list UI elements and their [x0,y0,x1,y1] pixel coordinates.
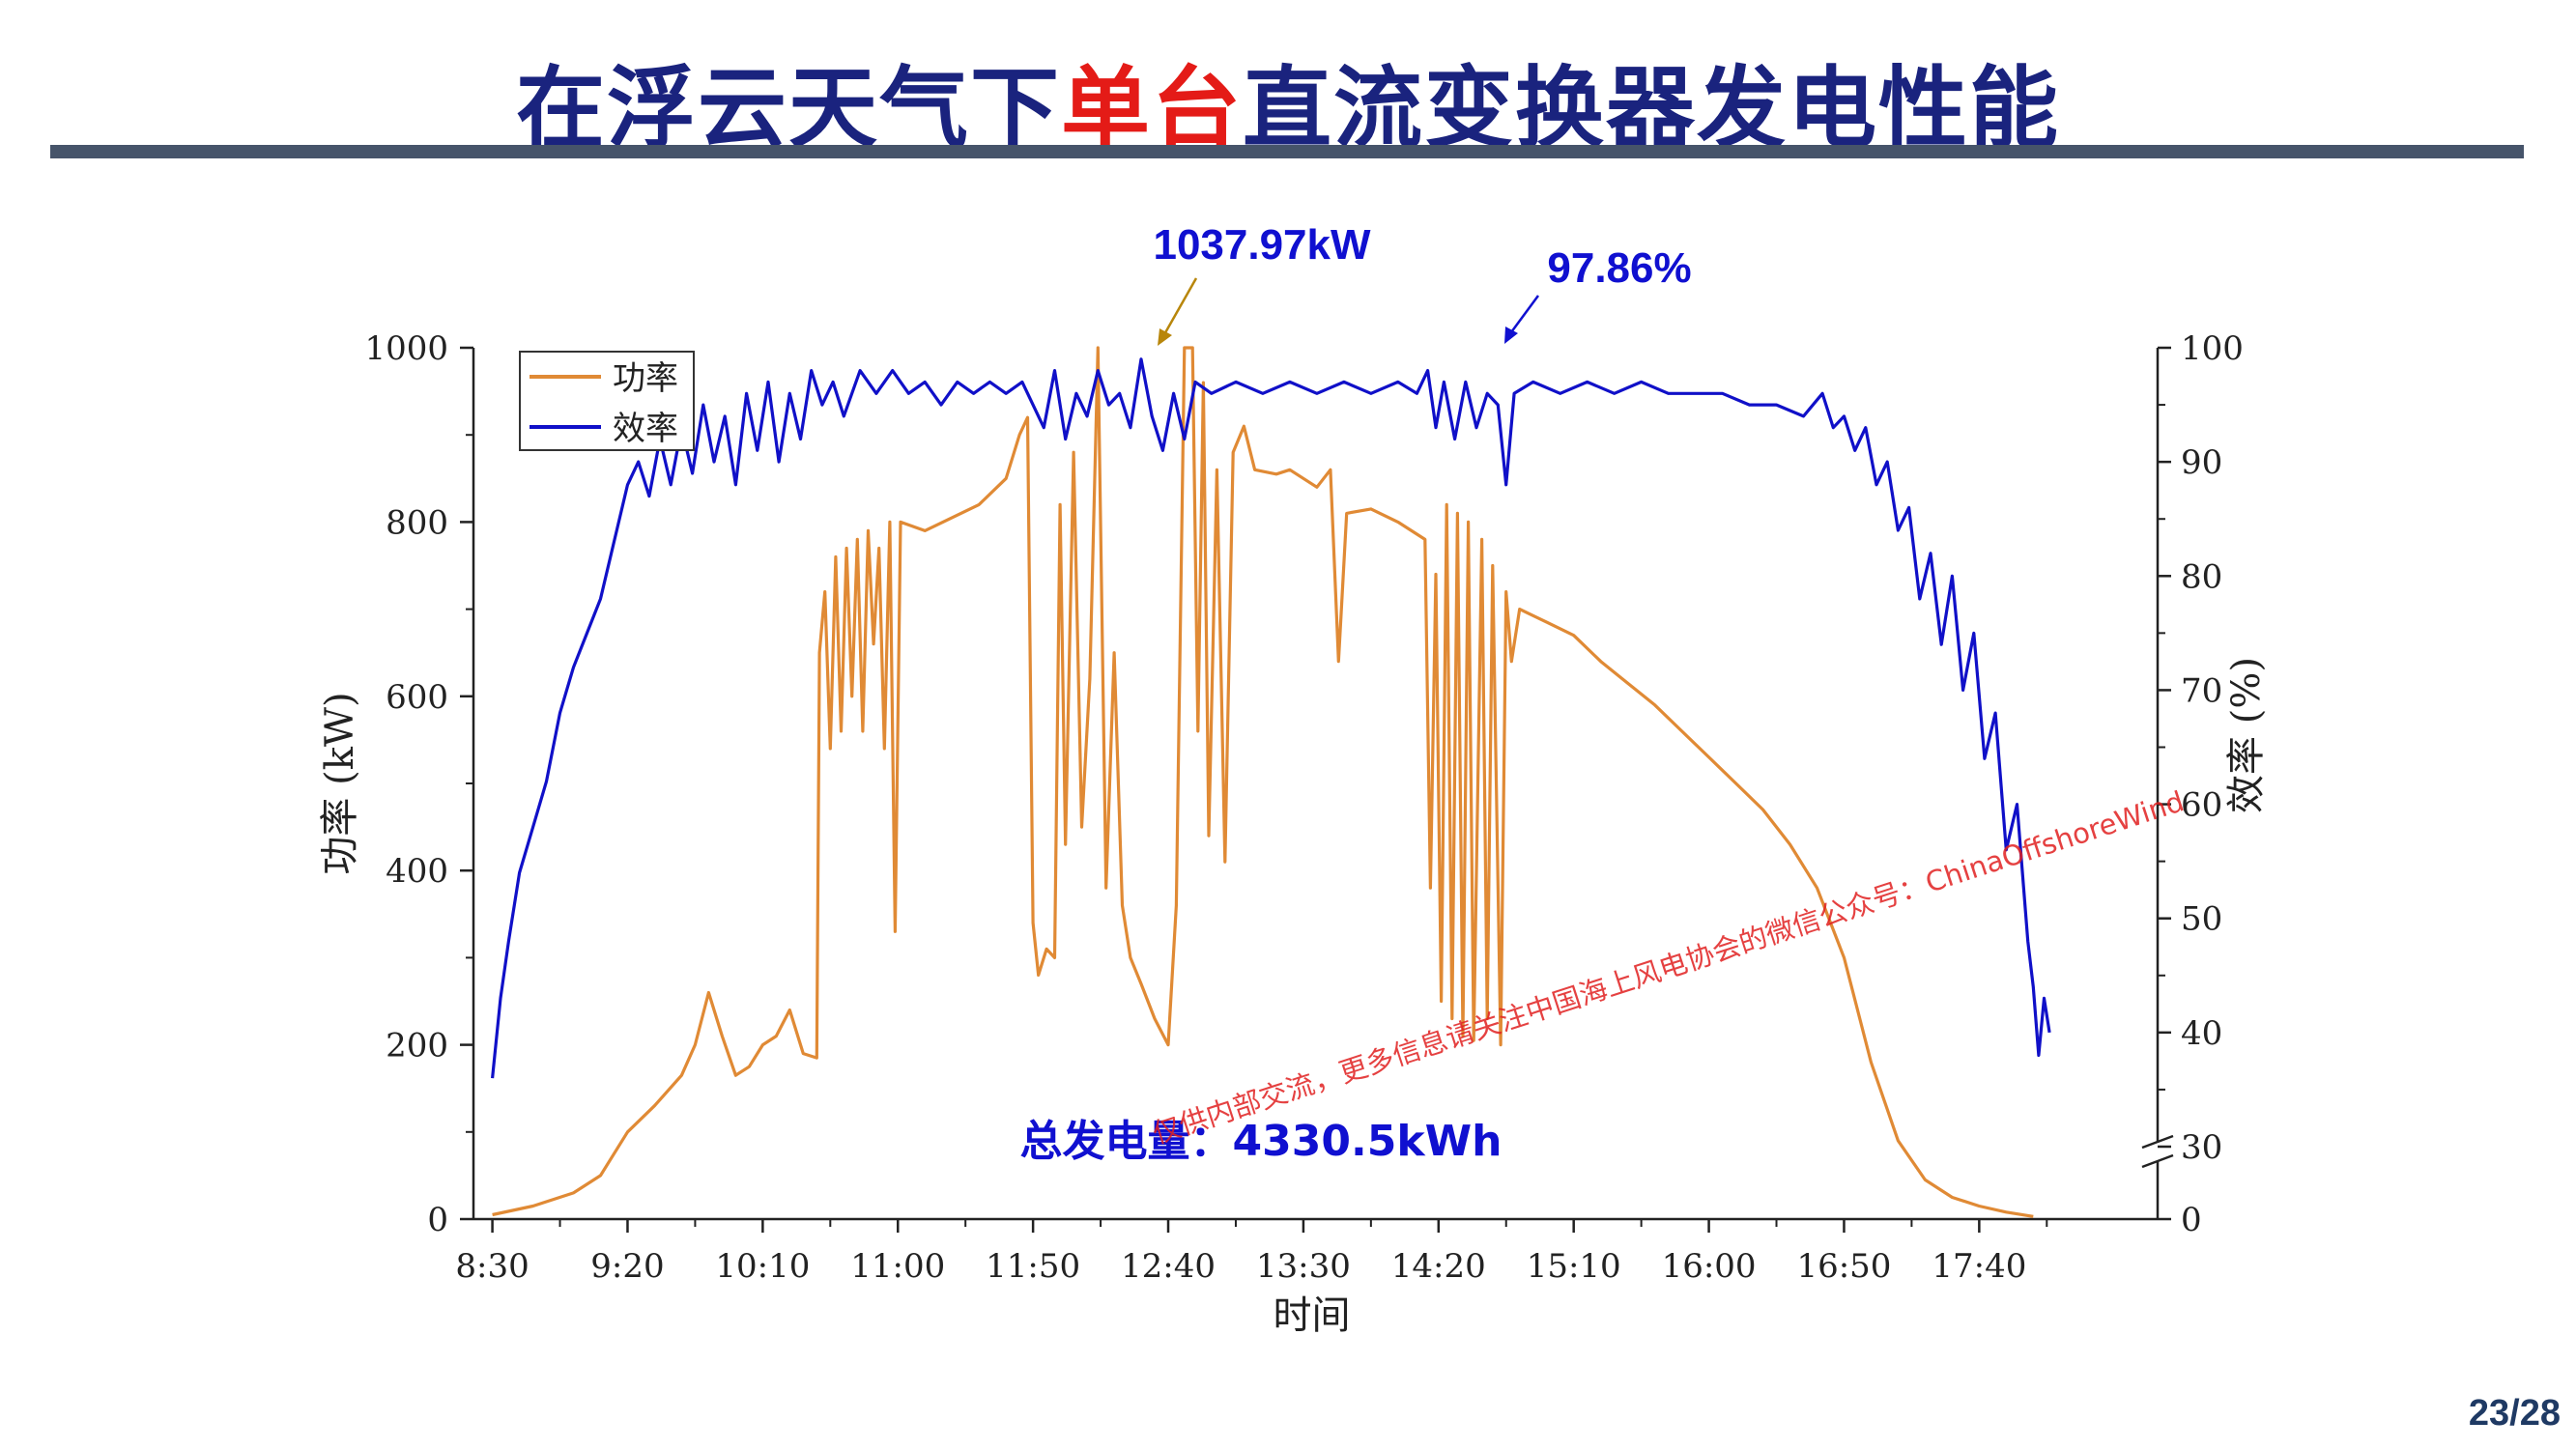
efficiency-series-line [491,357,2051,1079]
title-part: 单台 [1060,57,1243,160]
right-tick-label: 50 [2181,900,2222,939]
right-tick-label: 40 [2181,1014,2222,1053]
x-tick-label: 12:40 [1121,1247,1216,1286]
page-number: 23/28 [2468,1393,2561,1434]
power-series-line [492,346,2034,1218]
left-tick-label: 200 [386,1027,448,1065]
left-tick-label: 800 [386,503,448,542]
title-divider [50,145,2524,158]
axis-break-mark [2141,1153,2174,1169]
peak-efficiency-arrow [1509,295,1540,333]
right-axis-label: 效率 (%) [2224,657,2269,813]
legend-entry: 效率 [613,410,678,448]
axis-break-mark [2141,1134,2174,1150]
x-tick-label: 13:30 [1256,1247,1351,1286]
right-tick-label: 0 [2181,1201,2202,1239]
title-part: 在浮云天气下 [515,57,1061,160]
peak-power-label: 1037.97kW [1153,221,1371,269]
x-tick-label: 10:10 [715,1247,810,1286]
left-tick-label: 600 [386,678,448,717]
x-tick-label: 17:40 [1932,1247,2026,1286]
legend-entry: 功率 [613,359,678,398]
x-axis-label: 时间 [1274,1293,1351,1338]
peak-power-arrow-head [1158,328,1172,346]
left-tick-label: 0 [427,1201,448,1239]
x-tick-label: 9:20 [590,1247,664,1286]
x-tick-label: 16:50 [1796,1247,1891,1286]
x-tick-label: 11:00 [850,1247,945,1286]
peak-power-arrow [1161,277,1198,337]
x-tick-label: 15:10 [1527,1247,1621,1286]
right-tick-label: 80 [2181,557,2222,596]
right-tick-label: 90 [2181,443,2222,482]
left-axis-label: 功率 (kW) [318,692,362,874]
left-tick-label: 1000 [364,329,448,368]
slide-title: 在浮云天气下单台直流变换器发电性能 [0,37,2576,165]
right-tick-label: 30 [2181,1128,2222,1167]
x-tick-label: 14:20 [1391,1247,1486,1286]
title-part: 直流变换器发电性能 [1243,57,2061,160]
total-energy-label: 总发电量：4330.5kWh [1020,1117,1503,1166]
peak-efficiency-arrow-head [1504,327,1518,344]
legend-box [519,351,695,451]
right-tick-label: 70 [2181,671,2222,710]
right-tick-label: 100 [2181,329,2244,368]
left-tick-label: 400 [386,852,448,891]
right-tick-label: 60 [2181,786,2222,825]
peak-efficiency-label: 97.86% [1547,244,1691,292]
x-tick-label: 16:00 [1662,1247,1757,1286]
x-tick-label: 8:30 [455,1247,529,1286]
x-tick-label: 11:50 [986,1247,1080,1286]
